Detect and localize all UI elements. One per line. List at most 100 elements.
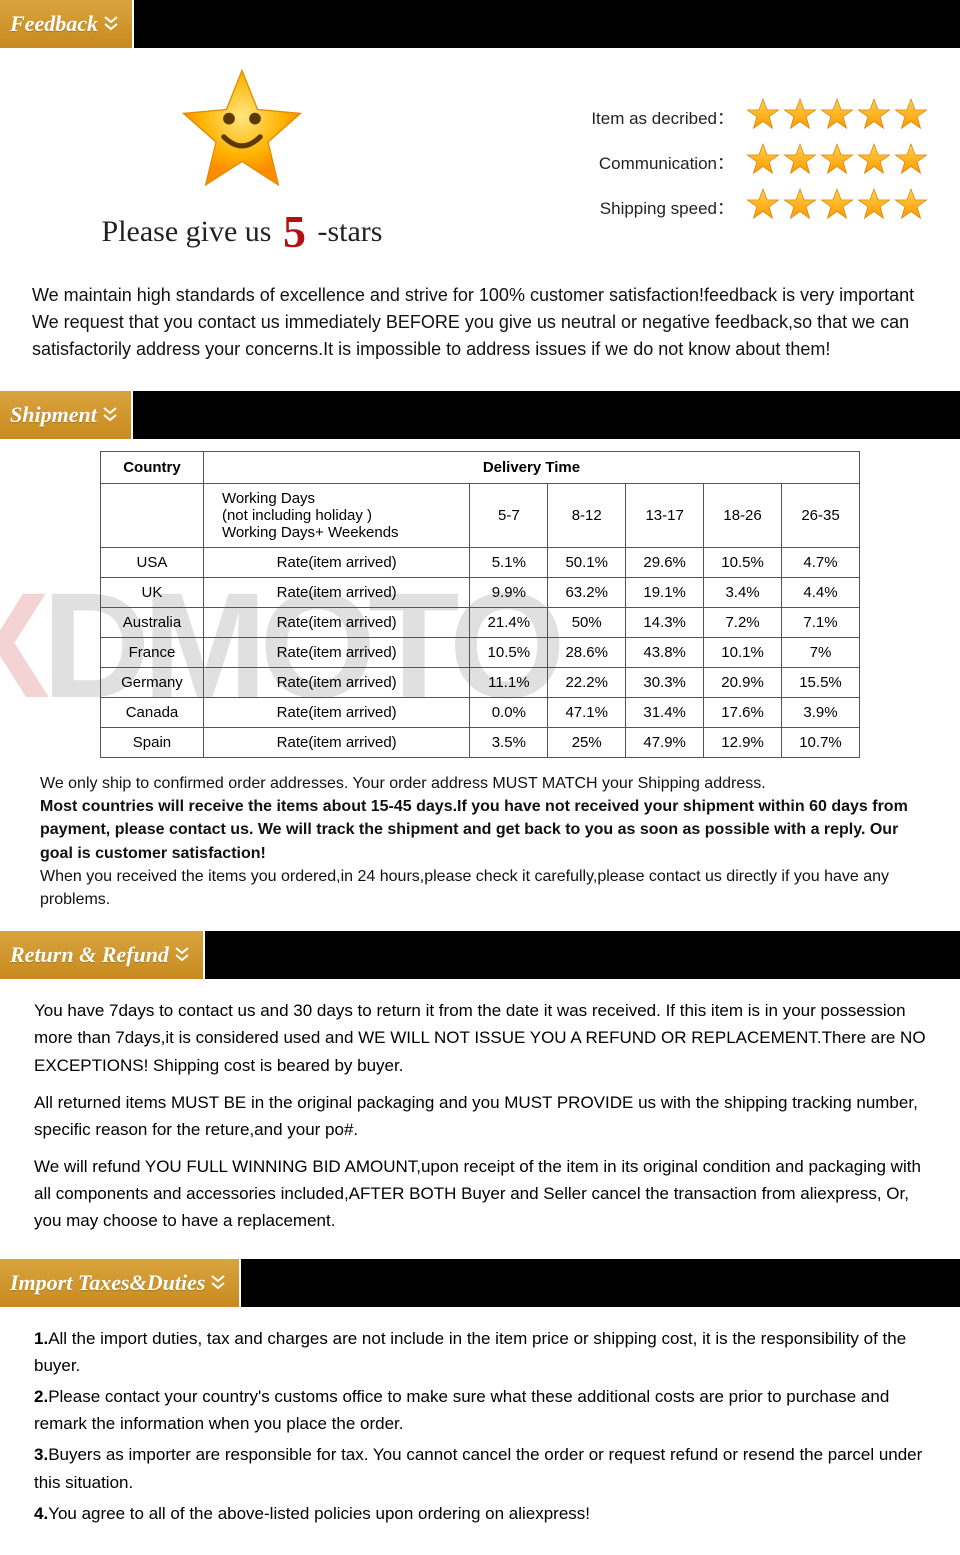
table-row: UKRate(item arrived)9.9%63.2%19.1%3.4%4.… [101, 578, 860, 608]
cell-country: Canada [101, 698, 204, 728]
cell-rate-value: 43.8% [626, 638, 704, 668]
ship-text-2: Most countries will receive the items ab… [40, 795, 920, 865]
rating-row: Communication： [492, 142, 928, 181]
ship-text-3: When you received the items you ordered,… [40, 865, 920, 911]
cell-rate-value: 20.9% [704, 668, 782, 698]
taxes-item-num: 4. [34, 1504, 48, 1523]
cell-day-range: 5-7 [470, 484, 548, 548]
header-bar [241, 1259, 960, 1307]
rating-row: Item as decribed： [492, 97, 928, 136]
smiley-star-icon [177, 64, 307, 199]
cell-rate-value: 17.6% [704, 698, 782, 728]
shipment-body: XDMOTO CountryDelivery TimeWorking Days(… [0, 439, 960, 931]
table-row: SpainRate(item arrived)3.5%25%47.9%12.9%… [101, 728, 860, 758]
five-stars-icon [746, 142, 928, 181]
feedback-tab: Feedback [0, 0, 134, 48]
star-icon [857, 97, 891, 136]
cell-rate-value: 30.3% [626, 668, 704, 698]
rating-label: Item as decribed： [564, 104, 734, 129]
table-row: USARate(item arrived)5.1%50.1%29.6%10.5%… [101, 548, 860, 578]
refund-body: You have 7days to contact us and 30 days… [0, 979, 960, 1259]
feedback-header: Feedback [0, 0, 960, 48]
cell-rate-value: 4.4% [782, 578, 860, 608]
cell-rate-value: 3.5% [470, 728, 548, 758]
refund-header: Return & Refund [0, 931, 960, 979]
cell-rate-value: 22.2% [548, 668, 626, 698]
tagline-prefix: Please give us [102, 215, 279, 248]
cell-rate-value: 7.1% [782, 608, 860, 638]
taxes-body: 1.All the import duties, tax and charges… [0, 1307, 960, 1555]
cell-rate-value: 7.2% [704, 608, 782, 638]
cell-working-days: Working Days(not including holiday )Work… [203, 484, 469, 548]
rating-row: Shipping speed： [492, 187, 928, 226]
cell-rate-value: 3.9% [782, 698, 860, 728]
cell-country: Germany [101, 668, 204, 698]
cell-rate-value: 10.1% [704, 638, 782, 668]
shipment-header: Shipment [0, 391, 960, 439]
cell-rate-value: 29.6% [626, 548, 704, 578]
cell-rate-value: 14.3% [626, 608, 704, 638]
cell-country: USA [101, 548, 204, 578]
cell-day-range: 18-26 [704, 484, 782, 548]
taxes-item-num: 1. [34, 1329, 48, 1348]
chevron-down-icon [104, 16, 118, 32]
taxes-title: Import Taxes&Duties [10, 1270, 205, 1296]
cell-rate-value: 10.7% [782, 728, 860, 758]
refund-tab: Return & Refund [0, 931, 205, 979]
rating-label: Shipping speed： [564, 194, 734, 219]
cell-rate-value: 19.1% [626, 578, 704, 608]
star-icon [783, 187, 817, 226]
star-icon [746, 97, 780, 136]
taxes-item: 4.You agree to all of the above-listed p… [34, 1500, 926, 1527]
star-icon [857, 142, 891, 181]
cell-day-range: 8-12 [548, 484, 626, 548]
chevron-down-icon [103, 407, 117, 423]
header-bar [205, 931, 960, 979]
cell-country: Australia [101, 608, 204, 638]
cell-rate-value: 63.2% [548, 578, 626, 608]
feedback-tagline: Please give us 5 -stars [32, 205, 452, 258]
cell-rate-value: 15.5% [782, 668, 860, 698]
cell-rate-label: Rate(item arrived) [203, 638, 469, 668]
cell-empty [101, 484, 204, 548]
cell-country: UK [101, 578, 204, 608]
feedback-body: Please give us 5 -stars Item as decribed… [0, 48, 960, 391]
cell-rate-label: Rate(item arrived) [203, 548, 469, 578]
cell-rate-value: 10.5% [470, 638, 548, 668]
tagline-suffix: -stars [310, 215, 382, 248]
cell-rate-value: 50% [548, 608, 626, 638]
star-icon [746, 142, 780, 181]
star-icon [820, 187, 854, 226]
cell-rate-value: 21.4% [470, 608, 548, 638]
cell-rate-value: 7% [782, 638, 860, 668]
shipment-title: Shipment [10, 402, 97, 428]
cell-country: France [101, 638, 204, 668]
taxes-tab: Import Taxes&Duties [0, 1259, 241, 1307]
star-icon [894, 187, 928, 226]
chevron-down-icon [175, 947, 189, 963]
five-stars-icon [746, 187, 928, 226]
cell-rate-value: 28.6% [548, 638, 626, 668]
refund-title: Return & Refund [10, 942, 169, 968]
cell-rate-value: 47.1% [548, 698, 626, 728]
cell-rate-value: 50.1% [548, 548, 626, 578]
star-icon [894, 142, 928, 181]
shipment-tab: Shipment [0, 391, 133, 439]
cell-rate-value: 0.0% [470, 698, 548, 728]
ship-text-1: We only ship to confirmed order addresse… [40, 772, 920, 795]
cell-rate-value: 5.1% [470, 548, 548, 578]
cell-rate-value: 47.9% [626, 728, 704, 758]
cell-rate-value: 9.9% [470, 578, 548, 608]
th-country: Country [101, 452, 204, 484]
five-stars-icon [746, 97, 928, 136]
header-bar [134, 0, 960, 48]
table-row: GermanyRate(item arrived)11.1%22.2%30.3%… [101, 668, 860, 698]
cell-rate-value: 4.7% [782, 548, 860, 578]
rating-label: Communication： [564, 149, 734, 174]
chevron-down-icon [211, 1275, 225, 1291]
feedback-title: Feedback [10, 11, 98, 37]
header-bar [133, 391, 960, 439]
taxes-item: 2.Please contact your country's customs … [34, 1383, 926, 1437]
delivery-table: CountryDelivery TimeWorking Days(not inc… [100, 451, 860, 758]
taxes-item-num: 3. [34, 1445, 48, 1464]
